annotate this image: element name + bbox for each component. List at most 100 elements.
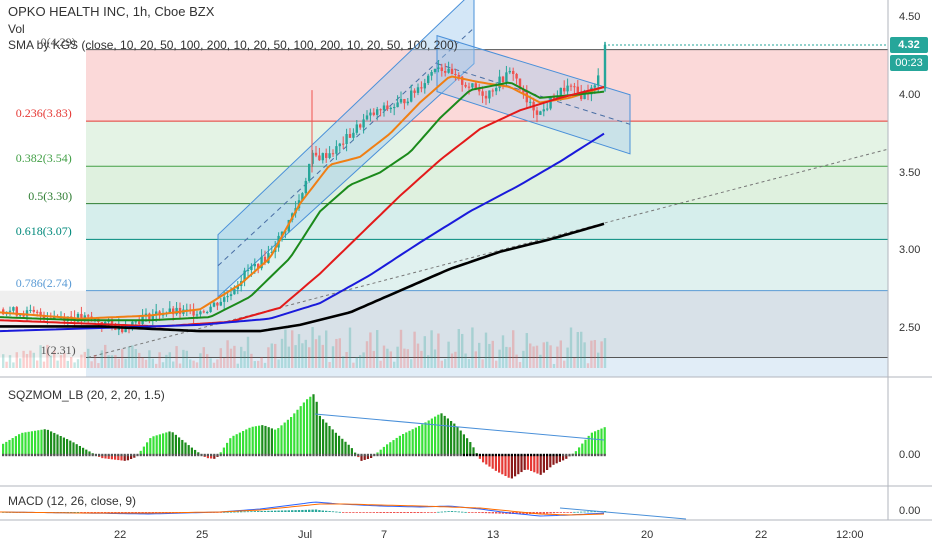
volume-bar: [192, 360, 195, 368]
macd-histogram-bar: [542, 512, 545, 514]
momentum-bar: [117, 455, 120, 461]
squeeze-dot: [101, 453, 104, 457]
squeeze-dot: [59, 453, 62, 457]
macd-legend[interactable]: MACD (12, 26, close, 9): [8, 494, 137, 508]
momentum-bar: [510, 455, 513, 479]
volume-bar: [559, 340, 562, 368]
squeeze-dot: [402, 453, 405, 457]
volume-bar: [246, 336, 250, 368]
candle: [206, 311, 209, 313]
momentum-bar: [130, 455, 133, 459]
volume-bar: [508, 347, 511, 368]
squeeze-dot: [2, 453, 5, 457]
volume-legend[interactable]: Vol: [8, 22, 25, 36]
candle: [546, 108, 549, 110]
momentum-bar: [309, 396, 312, 455]
candle: [597, 75, 600, 86]
momentum-bar: [414, 427, 417, 455]
momentum-bar: [578, 447, 581, 455]
macd-histogram-bar: [260, 510, 263, 512]
volume-bar: [270, 343, 273, 368]
squeeze-dot: [526, 453, 529, 457]
squeeze-dot: [226, 453, 229, 457]
volume-bar: [90, 361, 93, 368]
momentum-bar: [462, 434, 465, 455]
momentum-bar: [424, 422, 427, 455]
candle: [83, 315, 86, 320]
squeeze-dot: [280, 453, 283, 457]
macd-histogram-bar: [427, 512, 430, 513]
squeeze-dot: [110, 453, 113, 457]
candle: [535, 110, 539, 115]
macd-histogram-bar: [549, 512, 552, 514]
momentum-bar: [235, 434, 238, 455]
volume-bar: [362, 352, 365, 368]
price-pane[interactable]: [0, 0, 889, 377]
volume-bar: [359, 355, 362, 368]
momentum-bar: [488, 455, 491, 467]
momentum-bar: [523, 455, 526, 470]
macd-histogram-bar: [454, 511, 457, 513]
macd-histogram-bar: [464, 511, 467, 513]
candle: [345, 134, 348, 145]
volume-bar: [2, 354, 5, 368]
volume-bar: [539, 354, 542, 368]
volume-bar: [29, 350, 32, 368]
macd-histogram-bar: [566, 512, 569, 513]
momentum-bar: [430, 418, 433, 455]
momentum-bar: [158, 434, 161, 455]
momentum-bar: [587, 435, 590, 455]
momentum-bar: [149, 438, 152, 455]
candle: [87, 315, 90, 317]
macd-histogram-bar: [83, 512, 86, 513]
squeeze-dot: [206, 453, 209, 457]
sqzmom-legend[interactable]: SQZMOM_LB (20, 2, 20, 1.5): [8, 388, 165, 402]
volume-bar: [294, 345, 297, 368]
squeeze-dot: [430, 453, 433, 457]
volume-bar: [131, 345, 134, 368]
momentum-bar: [120, 455, 123, 461]
momentum-bar: [574, 451, 577, 455]
momentum-bar: [190, 447, 193, 455]
candle: [308, 163, 311, 181]
macd-pane[interactable]: [0, 501, 687, 520]
macd-histogram-bar: [359, 512, 362, 513]
squeeze-dot: [408, 453, 411, 457]
momentum-bar: [270, 428, 273, 455]
momentum-bar: [491, 455, 494, 469]
volume-bar: [522, 350, 525, 368]
candle: [437, 67, 440, 69]
volume-bar: [158, 352, 161, 368]
momentum-bar: [82, 447, 85, 455]
candle: [376, 109, 379, 115]
volume-bar: [444, 358, 447, 368]
momentum-bar: [72, 442, 75, 455]
squeeze-dot: [357, 453, 360, 457]
momentum-bar: [248, 427, 251, 455]
volume-bar: [563, 360, 566, 368]
momentum-bar: [267, 427, 270, 455]
squeeze-dot: [600, 453, 603, 457]
sma-legend[interactable]: SMA by KGS (close, 10, 20, 50, 100, 200,…: [8, 38, 458, 52]
volume-bar: [12, 362, 15, 368]
momentum-bar: [418, 426, 421, 455]
volume-bar: [430, 330, 433, 368]
symbol-title[interactable]: OPKO HEALTH INC, 1h, Cboe BZX: [8, 4, 215, 19]
candle: [549, 97, 552, 109]
macd-histogram-bar: [396, 512, 399, 513]
macd-histogram-bar: [563, 512, 566, 513]
macd-histogram-bar: [233, 511, 236, 513]
volume-bar: [287, 346, 290, 368]
squeeze-dot: [450, 453, 453, 457]
candle: [348, 134, 352, 138]
macd-histogram-bar: [437, 511, 440, 513]
momentum-bar: [530, 455, 533, 471]
volume-bar: [399, 329, 403, 368]
squeeze-dot: [142, 453, 145, 457]
macd-histogram-bar: [491, 512, 494, 514]
candle: [444, 71, 447, 73]
macd-histogram-bar: [586, 511, 590, 513]
squeeze-momentum-pane[interactable]: [2, 394, 606, 479]
volume-bar: [583, 342, 586, 368]
